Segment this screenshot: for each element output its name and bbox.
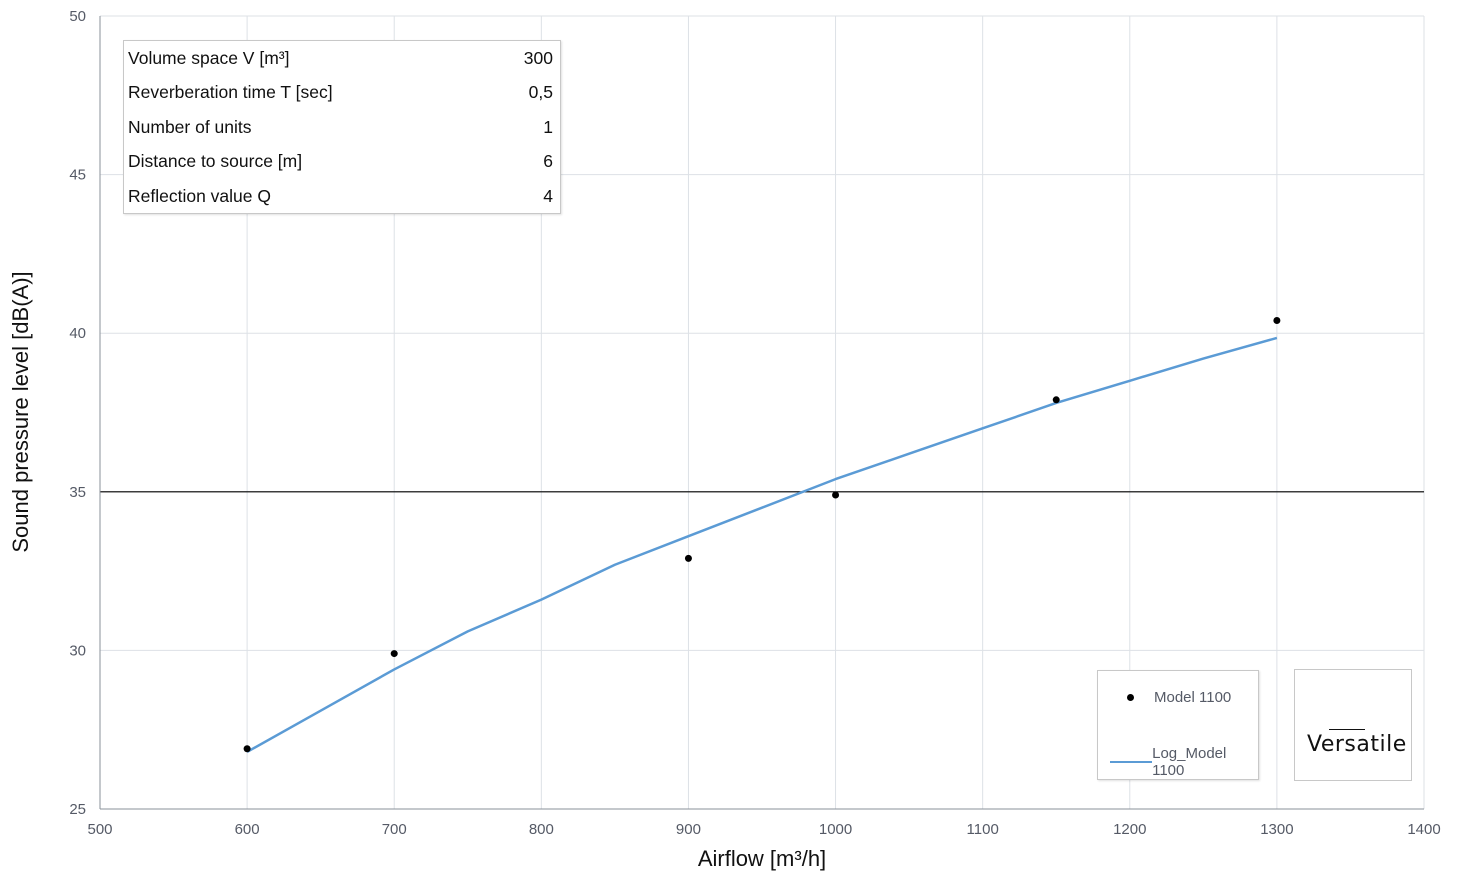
logo-box: Versatile [1294, 669, 1412, 781]
axes [99, 16, 1424, 810]
dot-marker-icon [1127, 694, 1134, 701]
logo-overline [1329, 729, 1365, 730]
legend-item-scatter: Model 1100 [1098, 689, 1231, 706]
parameter-row: Reverberation time T [sec] 0,5 [124, 76, 560, 111]
x-tick-label: 1100 [967, 821, 999, 838]
parameter-row: Reflection value Q 4 [124, 179, 560, 214]
y-tick-label: 40 [69, 325, 86, 342]
brand-logo: Versatile [1307, 732, 1407, 757]
parameter-label: Reflection value Q [128, 185, 271, 206]
y-tick-label: 35 [69, 484, 86, 501]
series-layer [243, 317, 1281, 753]
data-point [832, 491, 840, 499]
parameter-row: Volume space V [m³] 300 [124, 41, 560, 76]
data-point [243, 745, 251, 753]
parameter-value: 0,5 [528, 82, 553, 103]
x-tick-label: 1300 [1260, 821, 1293, 838]
x-tick-label: 800 [529, 821, 554, 838]
x-tick-label: 500 [87, 821, 112, 838]
x-tick-label: 700 [382, 821, 407, 838]
legend-label: Model 1100 [1154, 689, 1232, 706]
x-axis-title: Airflow [m³/h] [698, 846, 826, 871]
parameter-label: Number of units [128, 116, 252, 137]
trend-line [246, 336, 1278, 753]
parameter-row: Number of units 1 [124, 110, 560, 145]
x-tick-label: 1200 [1113, 821, 1146, 838]
legend-label: Log_Model 1100 [1152, 745, 1227, 779]
y-axis-title: Sound pressure level [dB(A)] [8, 271, 33, 552]
parameter-value: 1 [543, 116, 553, 137]
data-point [684, 554, 692, 562]
data-point [390, 650, 398, 658]
x-tick-label: 600 [235, 821, 260, 838]
parameter-label: Reverberation time T [sec] [128, 82, 333, 103]
y-tick-label: 25 [69, 801, 86, 818]
parameter-value: 300 [523, 47, 553, 68]
x-tick-label: 900 [676, 821, 701, 838]
y-tick-labels: 25 30 35 40 45 50 [69, 8, 86, 818]
line-marker-icon [1110, 761, 1153, 763]
y-tick-label: 45 [69, 167, 86, 184]
parameters-table: Volume space V [m³] 300 Reverberation ti… [123, 40, 561, 214]
parameter-value: 4 [543, 185, 553, 206]
parameter-label: Distance to source [m] [128, 151, 303, 172]
y-tick-label: 50 [69, 8, 86, 25]
legend-item-line: Log_Model 1100 [1098, 745, 1258, 779]
parameter-value: 6 [543, 151, 553, 172]
x-tick-labels: 500 600 700 800 900 1000 1100 1200 1300 1400 [87, 821, 1440, 838]
x-tick-label: 1000 [819, 821, 852, 838]
parameter-row: Distance to source [m] 6 [124, 145, 560, 180]
data-point [1052, 396, 1060, 404]
parameter-label: Volume space V [m³] [128, 47, 290, 68]
x-tick-label: 1400 [1407, 821, 1440, 838]
legend: Model 1100 Log_Model 1100 [1097, 670, 1259, 780]
y-tick-label: 30 [69, 642, 86, 659]
data-point [1273, 317, 1281, 325]
